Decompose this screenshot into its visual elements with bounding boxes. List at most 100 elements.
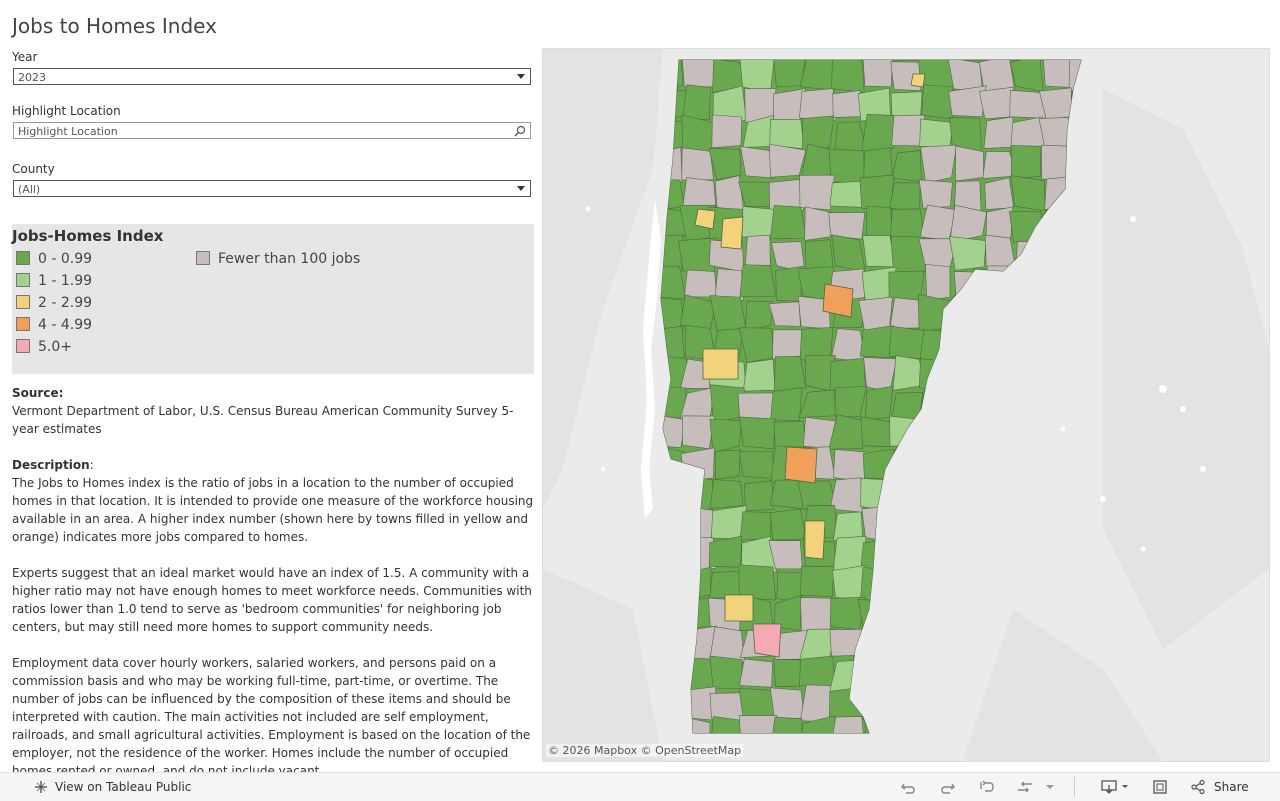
town[interactable] [1039,536,1077,569]
town[interactable] [768,178,806,212]
town[interactable] [861,113,895,153]
town[interactable] [684,506,717,541]
town[interactable] [918,684,957,722]
legend-item[interactable]: 1 - 1.99 [12,273,92,289]
town[interactable] [948,85,987,118]
town[interactable] [888,478,926,513]
town[interactable] [890,624,926,661]
town[interactable] [744,480,775,512]
town[interactable] [950,416,984,452]
town[interactable] [772,329,804,360]
town-highlighted[interactable] [702,348,739,380]
town[interactable] [864,714,896,750]
town[interactable] [741,536,777,573]
town[interactable] [1042,324,1075,359]
vermont-town-map[interactable] [543,49,1269,761]
town[interactable] [892,597,927,629]
town[interactable] [1015,241,1044,268]
town[interactable] [649,477,687,512]
town[interactable] [1069,477,1101,511]
share-button[interactable]: Share [1190,779,1249,795]
town[interactable] [711,114,743,149]
town[interactable] [708,148,742,181]
town[interactable] [889,182,921,212]
town[interactable] [829,357,866,392]
town[interactable] [1012,359,1044,389]
town[interactable] [982,451,1014,478]
town[interactable] [773,658,806,687]
town[interactable] [1069,597,1106,628]
town[interactable] [770,716,803,752]
town[interactable] [985,206,1013,241]
town[interactable] [955,145,984,182]
town-highlighted[interactable] [724,594,754,622]
town[interactable] [741,206,775,238]
town[interactable] [828,414,866,450]
town[interactable] [833,449,868,482]
town[interactable] [799,655,836,688]
town[interactable] [949,595,985,633]
town[interactable] [768,301,801,327]
town[interactable] [680,447,715,483]
town[interactable] [893,503,927,542]
town[interactable] [1010,328,1041,361]
town[interactable] [833,511,864,541]
town[interactable] [983,116,1016,149]
revert-button[interactable] [979,779,995,795]
town[interactable] [1045,445,1076,483]
town[interactable] [1041,419,1070,449]
town[interactable] [922,535,954,573]
town[interactable] [685,566,712,601]
town[interactable] [978,355,1011,393]
town[interactable] [651,597,681,634]
town[interactable] [828,212,866,240]
town[interactable] [950,294,987,330]
town[interactable] [950,657,986,692]
town[interactable] [978,86,1014,120]
town[interactable] [1010,175,1046,212]
town[interactable] [738,564,776,601]
town[interactable] [799,565,835,597]
town[interactable] [979,265,1015,302]
town[interactable] [655,147,683,183]
town[interactable] [830,716,865,753]
town[interactable] [889,715,928,749]
town[interactable] [984,177,1014,210]
town[interactable] [1042,563,1077,602]
town[interactable] [889,297,923,329]
town[interactable] [953,329,985,363]
town[interactable] [832,90,861,118]
town[interactable] [919,656,953,693]
town-highlighted[interactable] [784,446,818,484]
town[interactable] [681,56,715,88]
town[interactable] [893,447,923,483]
town[interactable] [918,448,955,479]
fullscreen-button[interactable] [1152,779,1168,795]
town[interactable] [714,175,745,214]
town[interactable] [918,505,953,540]
town[interactable] [1068,148,1104,180]
town[interactable] [1071,566,1105,603]
town[interactable] [925,264,951,301]
town[interactable] [979,512,1017,542]
town[interactable] [980,296,1014,328]
town[interactable] [865,386,894,421]
town[interactable] [799,58,836,91]
town[interactable] [865,625,895,661]
town[interactable] [710,716,746,751]
town[interactable] [888,683,927,722]
town[interactable] [948,506,982,541]
town[interactable] [831,55,865,93]
town[interactable] [1039,266,1072,303]
town[interactable] [1067,118,1102,151]
town[interactable] [918,179,953,209]
town[interactable] [832,565,866,601]
town-highlighted[interactable] [752,623,782,658]
town[interactable] [1009,211,1044,243]
town[interactable] [890,208,925,241]
town[interactable] [918,358,955,393]
redo-button[interactable] [940,779,956,795]
town[interactable] [978,415,1017,452]
town[interactable] [834,385,867,418]
town[interactable] [862,448,896,480]
